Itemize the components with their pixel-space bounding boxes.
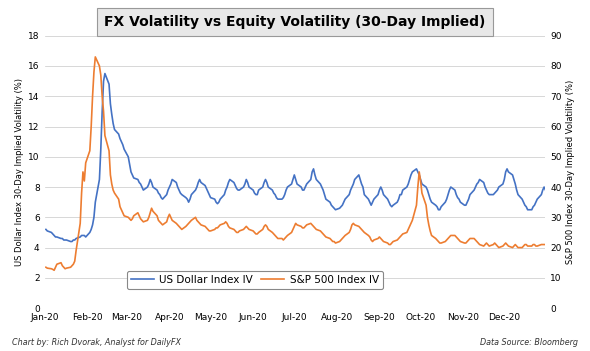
Legend: US Dollar Index IV, S&P 500 Index IV: US Dollar Index IV, S&P 500 Index IV bbox=[127, 271, 383, 289]
Text: Chart by: Rich Dvorak, Analyst for DailyFX: Chart by: Rich Dvorak, Analyst for Daily… bbox=[12, 338, 181, 347]
Text: Data Source: Bloomberg: Data Source: Bloomberg bbox=[480, 338, 578, 347]
Title: FX Volatility vs Equity Volatility (30-Day Implied): FX Volatility vs Equity Volatility (30-D… bbox=[104, 15, 486, 29]
Line: S&P 500 Index IV: S&P 500 Index IV bbox=[46, 57, 546, 270]
Y-axis label: S&P 500 Index 30-Day Implied Volatility (%): S&P 500 Index 30-Day Implied Volatility … bbox=[566, 80, 575, 264]
Y-axis label: US Dollar Index 30-Day Implied Volatility (%): US Dollar Index 30-Day Implied Volatilit… bbox=[15, 78, 24, 266]
Line: US Dollar Index IV: US Dollar Index IV bbox=[46, 74, 546, 241]
